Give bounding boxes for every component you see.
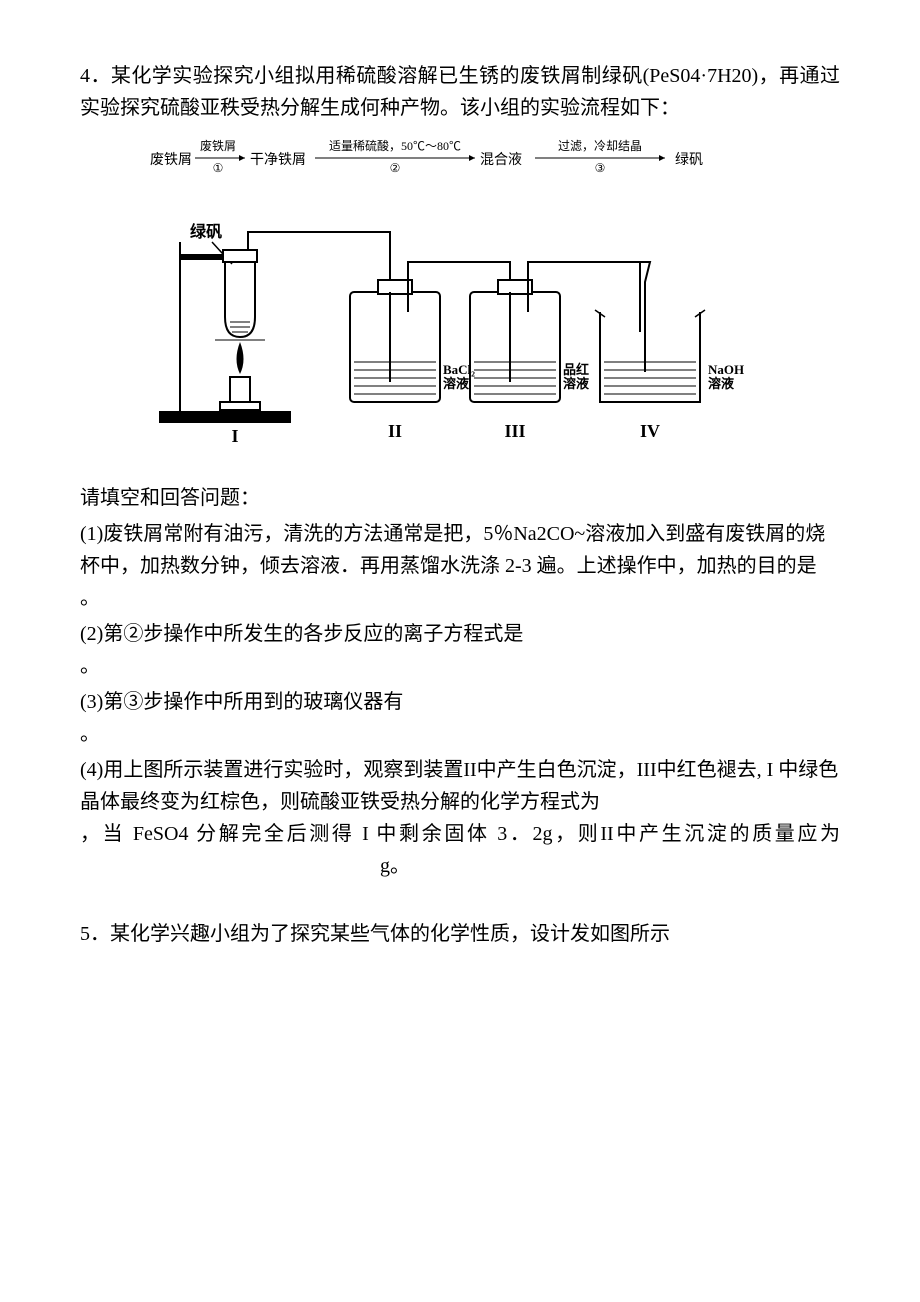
flow-node1: 干净铁屑	[250, 152, 306, 168]
q4-sub4b: ，当 FeSO4 分解完全后测得 I 中剩余固体 3．2g，则II中产生沉淀的质…	[80, 818, 840, 882]
label-pinhong-1: 品红	[563, 362, 589, 377]
flow-diagram: 废铁屑 废铁屑 ① 干净铁屑 适量稀硫酸，50℃～80℃ ② 混合液 过滤，冷却…	[80, 132, 840, 190]
label-IV: IV	[640, 421, 660, 441]
q5-number: 5．	[80, 923, 110, 945]
q4-sub4b-post: g。	[380, 855, 410, 877]
flow-arrow3-top: 过滤，冷却结晶	[558, 139, 642, 153]
flow-end: 绿矾	[675, 152, 703, 168]
q4-sub4b-pre: ，当 FeSO4 分解完全后测得 I 中剩余固体 3．2g，则II中产生沉淀的质…	[80, 823, 840, 845]
q4-stem-text: 某化学实验探究小组拟用稀硫酸溶解已生锈的废铁屑制绿矾(PeS04·7H20)，再…	[80, 65, 840, 119]
q4-sub3-period: 。	[80, 718, 840, 750]
flow-node2: 混合液	[480, 152, 522, 168]
flow-arrow3-bottom: ③	[595, 161, 606, 175]
q4-stem: 4．某化学实验探究小组拟用稀硫酸溶解已生锈的废铁屑制绿矾(PeS04·7H20)…	[80, 60, 840, 124]
label-I: I	[231, 426, 238, 446]
label-bacl2-1: BaCl₂	[443, 362, 475, 377]
label-green: 绿矾	[190, 222, 222, 241]
label-III: III	[504, 421, 525, 441]
label-bacl2-2: 溶液	[443, 376, 469, 391]
q4-sub2-period: 。	[80, 650, 840, 682]
q5-stem: 5．某化学兴趣小组为了探究某些气体的化学性质，设计发如图所示	[80, 918, 840, 950]
q4-sub1-period: 。	[80, 582, 840, 614]
q4-sub1: (1)废铁屑常附有油污，清洗的方法通常是把，5％Na2CO~溶液加入到盛有废铁屑…	[80, 518, 840, 582]
label-naoh-1: NaOH	[708, 362, 744, 377]
q4-prompt: 请填空和回答问题：	[80, 482, 840, 514]
flow-arrow2-bottom: ②	[390, 161, 401, 175]
q5-stem-text: 某化学兴趣小组为了探究某些气体的化学性质，设计发如图所示	[110, 923, 670, 945]
label-naoh-2: 溶液	[708, 376, 734, 391]
flow-arrow1-top: 废铁屑	[200, 138, 236, 153]
q4-sub2: (2)第②步操作中所发生的各步反应的离子方程式是	[80, 618, 840, 650]
q4-number: 4．	[80, 65, 111, 87]
apparatus-diagram: 绿矾	[80, 202, 840, 462]
q4-sub3: (3)第③步操作中所用到的玻璃仪器有	[80, 686, 840, 718]
q4-sub4b-blank	[80, 850, 380, 882]
label-pinhong-2: 溶液	[563, 376, 589, 391]
flow-arrow2-top: 适量稀硫酸，50℃～80℃	[329, 138, 461, 153]
flow-start: 废铁屑	[150, 152, 192, 168]
flow-arrow1-bottom: ①	[213, 161, 224, 175]
q4-sub4a: (4)用上图所示装置进行实验时，观察到装置II中产生白色沉淀，III中红色褪去,…	[80, 754, 840, 818]
label-II: II	[388, 421, 402, 441]
